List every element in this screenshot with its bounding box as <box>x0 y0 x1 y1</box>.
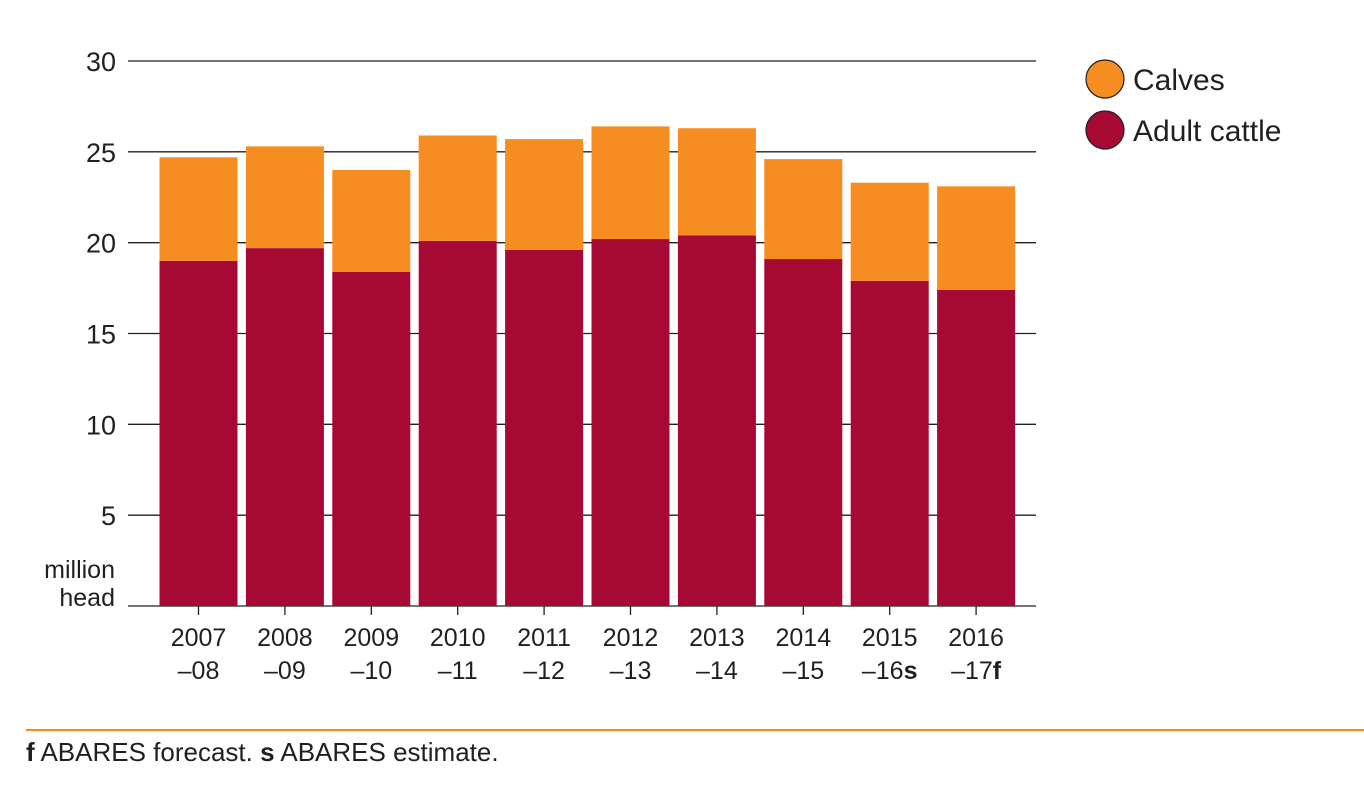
footnote-s-marker: s <box>260 737 275 767</box>
bars <box>159 126 1016 607</box>
footnote: f ABARES forecast. s ABARES estimate. <box>26 737 499 768</box>
bar-calves <box>505 139 584 250</box>
bar-calves <box>332 170 411 272</box>
x-tick-label: 2016 <box>948 624 1004 652</box>
bar-adult-cattle <box>764 259 843 606</box>
bar-adult-cattle <box>677 235 756 606</box>
x-tick-label: 2009 <box>343 624 399 652</box>
bar-calves <box>591 126 670 240</box>
bar-adult-cattle <box>850 280 929 606</box>
bar-calves <box>937 186 1016 290</box>
x-tick-label-line2: –13 <box>610 657 652 685</box>
legend-swatch-adult-cattle <box>1085 110 1125 150</box>
bar-calves <box>764 159 843 260</box>
y-tick-label: 15 <box>86 320 116 350</box>
x-tick-label: 2011 <box>517 624 571 652</box>
bar-adult-cattle <box>505 249 584 606</box>
x-tick-label: 2012 <box>603 624 659 652</box>
bar-chart: 5 10 15 20 25 30 2007 –08 2008 –09 2009 –10 2010 –11… <box>44 47 1281 685</box>
y-axis-unit-line1: million <box>44 556 115 584</box>
x-tick-label: 2008 <box>257 624 313 652</box>
bar-calves <box>159 157 238 261</box>
legend-label: Adult cattle <box>1133 115 1281 148</box>
x-tick-label: 2010 <box>430 624 486 652</box>
bar-calves <box>418 135 497 241</box>
x-axis-labels: 2007 –08 2008 –09 2009 –10 2010 –11 2011 –12 2012 –… <box>171 606 1004 685</box>
legend-swatch-calves <box>1085 59 1125 99</box>
footnote-f-marker: f <box>26 737 35 767</box>
x-tick-label: 2015 <box>862 624 918 652</box>
y-tick-label: 5 <box>101 501 116 531</box>
y-axis-unit-line2: head <box>59 584 115 612</box>
legend: Calves Adult cattle <box>1085 59 1281 150</box>
bar-adult-cattle <box>159 260 238 606</box>
bar-calves <box>677 128 756 236</box>
x-tick-label-line2: –16s <box>862 657 918 685</box>
footnote-s-text: ABARES estimate. <box>274 737 499 767</box>
x-tick-label-line2: –14 <box>696 657 738 685</box>
bar-adult-cattle <box>591 239 670 607</box>
y-tick-label: 30 <box>86 47 116 77</box>
x-tick-label: 2014 <box>775 624 831 652</box>
bar-adult-cattle <box>418 240 497 606</box>
footnote-rule <box>26 729 1364 731</box>
bar-adult-cattle <box>332 271 411 606</box>
x-tick-label: 2013 <box>689 624 745 652</box>
y-axis-ticks: 5 10 15 20 25 30 <box>86 47 116 531</box>
bar-adult-cattle <box>937 289 1016 606</box>
bar-adult-cattle <box>245 248 324 606</box>
x-tick-label-line2: –08 <box>178 657 220 685</box>
x-tick-label-line2: –15 <box>782 657 824 685</box>
x-tick-label-line2: –10 <box>350 657 392 685</box>
y-tick-label: 20 <box>86 229 116 259</box>
x-tick-label-line2: –11 <box>438 657 478 685</box>
x-tick-label: 2007 <box>171 624 227 652</box>
y-tick-label: 25 <box>86 138 116 168</box>
bar-calves <box>850 182 929 281</box>
footnote-f-text: ABARES forecast. <box>34 737 261 767</box>
x-tick-label-line2: –17f <box>951 657 1002 685</box>
y-tick-label: 10 <box>86 410 116 440</box>
x-tick-label-line2: –12 <box>523 657 565 685</box>
bar-calves <box>245 146 324 249</box>
legend-label: Calves <box>1133 64 1225 97</box>
x-tick-label-line2: –09 <box>264 657 306 685</box>
